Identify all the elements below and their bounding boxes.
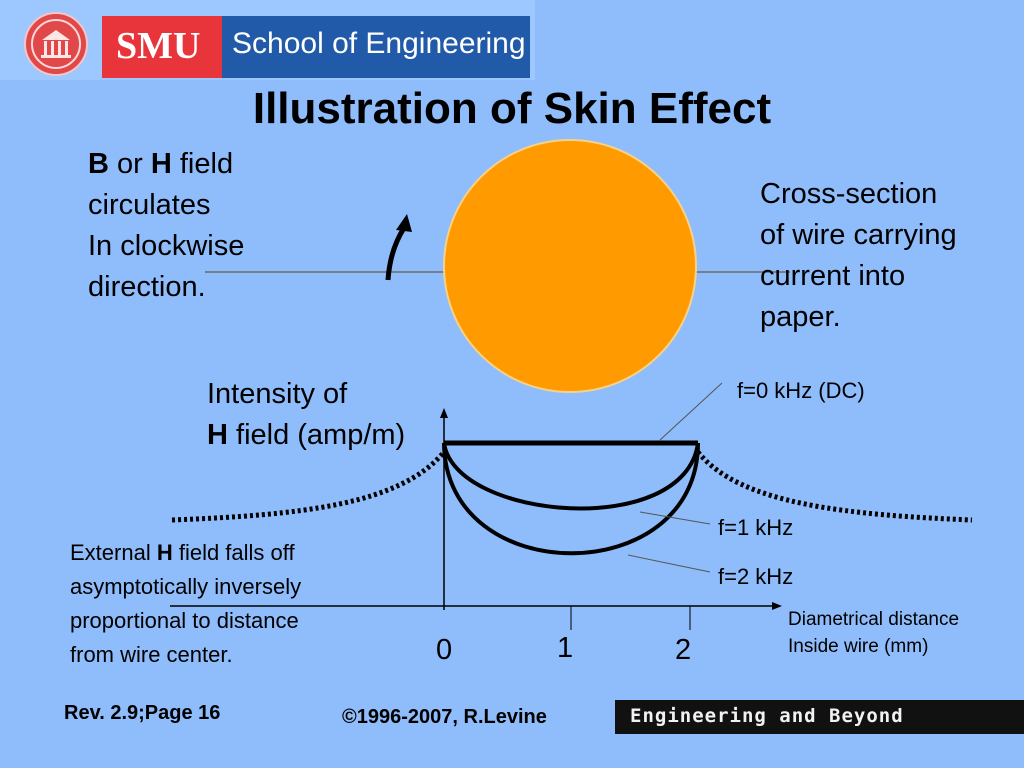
external-note-post: field falls off — [172, 540, 295, 565]
field-note-line2: circulates — [88, 189, 211, 221]
curve-label-2khz: f=2 kHz — [718, 564, 794, 589]
x-axis-line1: Diametrical distance — [788, 609, 960, 630]
slide-title: Illustration of Skin Effect — [252, 84, 772, 133]
external-field-left — [171, 450, 446, 523]
wire-cross-section — [443, 139, 697, 393]
tick-label-0: 0 — [436, 634, 453, 666]
cross-section-line3: current into — [760, 260, 906, 292]
external-note-line3: proportional to distance — [70, 608, 299, 633]
smu-seal-logo — [24, 12, 88, 76]
footer-revision: Rev. 2.9;Page 16 — [64, 702, 221, 724]
smu-logo-text: SMU — [116, 25, 201, 67]
y-axis-label: Intensity of H field (amp/m) — [207, 374, 405, 456]
tick-label-1: 1 — [557, 632, 574, 664]
external-note-pre: External — [70, 540, 157, 565]
leader-2khz — [627, 554, 711, 573]
footer-copyright: ©1996-2007, R.Levine — [342, 706, 547, 728]
footer-tagline-bar — [615, 700, 1024, 734]
curve-label-dc: f=0 kHz (DC) — [737, 378, 865, 403]
arrowhead-icon — [396, 214, 412, 232]
school-logo-text: School of Engineering — [232, 27, 526, 60]
clockwise-arrow-icon — [385, 226, 407, 281]
field-note-line4: direction. — [88, 271, 206, 303]
curve-2khz — [442, 442, 700, 556]
external-field-right — [696, 450, 973, 523]
external-note-h: H — [156, 540, 173, 565]
y-axis-rest: field (amp/m) — [227, 419, 406, 451]
field-note-or: or — [108, 148, 151, 180]
curve-label-1khz: f=1 kHz — [718, 515, 794, 540]
field-note-field: field — [171, 148, 234, 180]
field-note-b: B — [88, 148, 109, 180]
external-field-note: External H field falls off asymptoticall… — [70, 536, 301, 672]
x-axis-line2: Inside wire (mm) — [788, 636, 929, 657]
leader-1khz — [639, 511, 711, 525]
cross-section-note: Cross-section of wire carrying current i… — [760, 174, 957, 338]
x-axis-label: Diametrical distance Inside wire (mm) — [788, 606, 959, 660]
leader-dc — [659, 382, 723, 441]
footer-tagline: Engineering and Beyond — [630, 705, 904, 727]
cross-section-line2: of wire carrying — [760, 219, 957, 251]
smu-logo-box — [102, 16, 222, 78]
cross-section-line4: paper. — [760, 301, 841, 333]
tick-label-2: 2 — [675, 634, 692, 666]
school-logo-box — [222, 16, 530, 78]
field-note-h: H — [150, 148, 172, 180]
external-note-line2: asymptotically inversely — [70, 574, 302, 599]
cross-section-line1: Cross-section — [760, 178, 938, 210]
field-note: B or H field circulates In clockwise dir… — [88, 144, 244, 308]
external-note-line4: from wire center. — [70, 642, 233, 667]
y-axis-h: H — [207, 419, 228, 451]
field-note-line3: In clockwise — [88, 230, 245, 262]
curve-1khz — [442, 442, 700, 511]
y-axis-line1: Intensity of — [207, 378, 348, 410]
